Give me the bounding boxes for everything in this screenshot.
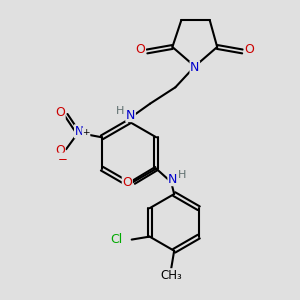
Text: CH₃: CH₃ [160,269,182,282]
Text: N: N [126,109,135,122]
Text: N: N [168,172,177,186]
Text: Cl: Cl [110,233,123,246]
Text: H: H [116,106,124,116]
Text: O: O [55,144,65,157]
Text: O: O [244,44,254,56]
Text: H: H [178,169,187,180]
Text: O: O [55,106,65,119]
Text: O: O [122,176,132,189]
Text: N: N [75,125,83,138]
Text: N: N [190,61,200,74]
Text: O: O [136,44,146,56]
Text: −: − [58,153,68,166]
Text: +: + [82,128,90,137]
